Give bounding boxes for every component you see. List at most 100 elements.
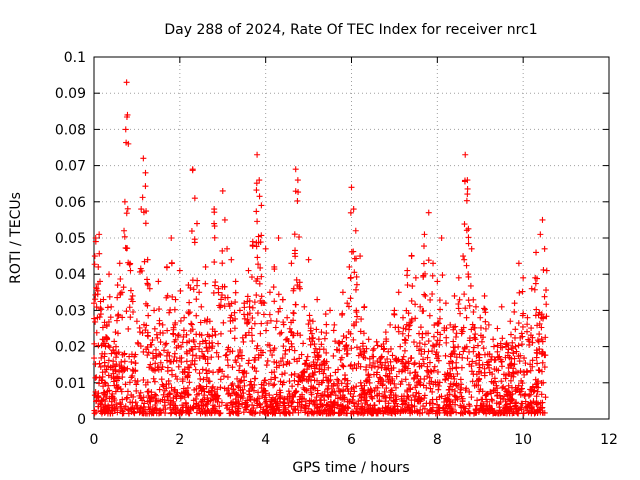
data-point: [464, 177, 471, 184]
data-point: [198, 399, 205, 406]
data-point: [279, 355, 286, 362]
data-point: [420, 356, 427, 363]
data-point: [378, 353, 385, 360]
data-point: [145, 312, 152, 319]
data-point: [271, 374, 278, 381]
data-point: [124, 245, 131, 252]
data-point: [491, 366, 498, 373]
data-point: [226, 390, 233, 397]
data-point: [338, 354, 345, 361]
data-point: [236, 367, 243, 374]
data-point: [392, 393, 399, 400]
data-point: [387, 358, 394, 365]
data-point: [362, 377, 369, 384]
data-point: [467, 282, 474, 289]
data-point: [125, 259, 132, 266]
data-point: [305, 321, 312, 328]
data-point: [186, 347, 193, 354]
data-point: [338, 407, 345, 414]
data-point: [173, 344, 180, 351]
data-point: [539, 338, 546, 345]
data-point: [451, 388, 458, 395]
data-point: [239, 386, 246, 393]
data-point: [442, 300, 449, 307]
data-point: [390, 398, 397, 405]
data-point: [91, 355, 98, 362]
data-point: [386, 409, 393, 416]
data-point: [192, 366, 199, 373]
data-point: [477, 314, 484, 321]
data-point: [496, 392, 503, 399]
data-point: [510, 349, 517, 356]
data-point: [254, 151, 261, 158]
data-point: [217, 376, 224, 383]
data-point: [206, 340, 213, 347]
data-point: [145, 388, 152, 395]
data-point: [292, 166, 299, 173]
data-point: [157, 351, 164, 358]
data-point: [321, 397, 328, 404]
data-point: [211, 259, 218, 266]
data-point: [325, 377, 332, 384]
data-point: [251, 299, 258, 306]
y-tick-label: 0: [77, 412, 86, 428]
data-point: [151, 307, 158, 314]
data-point: [104, 410, 111, 417]
data-point: [451, 350, 458, 357]
data-point: [306, 362, 313, 369]
data-point: [304, 366, 311, 373]
data-point: [494, 348, 501, 355]
x-tick-label: 10: [514, 432, 532, 448]
data-point: [408, 297, 415, 304]
data-point: [189, 166, 196, 173]
data-point: [420, 273, 427, 280]
data-point: [144, 256, 151, 263]
data-point: [324, 402, 331, 409]
data-point: [262, 392, 269, 399]
data-point: [475, 368, 482, 375]
data-point: [211, 388, 218, 395]
data-point: [411, 359, 418, 366]
data-point: [424, 373, 431, 380]
data-point: [404, 393, 411, 400]
data-point: [505, 382, 512, 389]
data-point: [145, 349, 152, 356]
data-point: [134, 339, 141, 346]
data-point: [314, 404, 321, 411]
data-point: [248, 332, 255, 339]
data-point: [337, 394, 344, 401]
grid-lines: [94, 57, 609, 419]
data-point: [335, 339, 342, 346]
data-point: [470, 296, 477, 303]
data-point: [383, 385, 390, 392]
data-point: [146, 285, 153, 292]
data-point: [258, 273, 265, 280]
data-point: [420, 243, 427, 250]
data-point: [351, 269, 358, 276]
data-point: [458, 393, 465, 400]
data-point: [318, 329, 325, 336]
data-point: [353, 319, 360, 326]
data-point: [154, 364, 161, 371]
data-point: [201, 407, 208, 414]
data-point: [187, 361, 194, 368]
data-point: [357, 328, 364, 335]
data-point: [219, 260, 226, 267]
x-tick-label: 0: [90, 432, 99, 448]
data-point: [174, 389, 181, 396]
data-point: [348, 345, 355, 352]
data-point: [442, 395, 449, 402]
data-point: [498, 303, 505, 310]
data-point: [197, 375, 204, 382]
data-point: [294, 330, 301, 337]
data-point: [245, 329, 252, 336]
data-point: [534, 275, 541, 282]
data-point: [236, 307, 243, 314]
data-point: [312, 345, 319, 352]
data-point: [275, 308, 282, 315]
data-point: [515, 342, 522, 349]
data-point: [313, 326, 320, 333]
data-point: [382, 359, 389, 366]
data-point: [183, 331, 190, 338]
data-point: [518, 400, 525, 407]
